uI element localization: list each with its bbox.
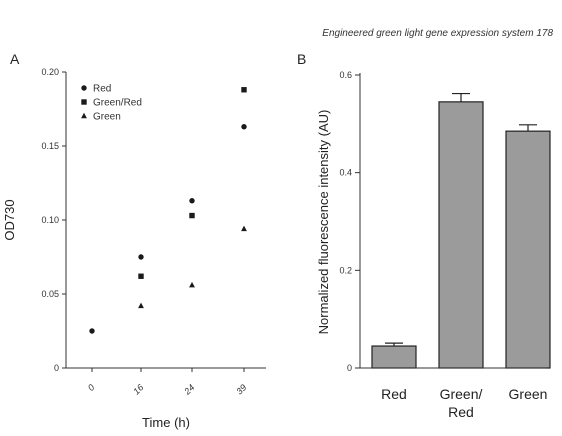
chart-b-category-label: Green/Red [440,386,483,420]
chart-a-legend-marker-green-red [81,99,87,105]
chart-a-point-green-red [241,87,247,93]
chart-a-legend-label-green: Green [93,112,121,123]
chart-a-x-tick-label: 16 [131,382,145,396]
chart-b-y-tick-label: 0.2 [339,265,352,275]
chart-b-bar [438,101,484,369]
chart-a-point-red [189,198,195,204]
chart-a-legend-label-red: Red [93,84,111,95]
chart-b-y-tick-label: 0.4 [339,168,352,178]
chart-b-bar [505,130,551,369]
chart-a-legend-label-green-red: Green/Red [93,98,142,109]
chart-a-point-green-red [138,273,144,279]
chart-b-y-tick-label: 0.6 [339,70,352,80]
chart-a-y-tick-label: 0 [54,363,59,373]
chart-a-y-tick-label: 0.15 [41,141,59,151]
chart-a-point-green [241,225,247,232]
chart-a-point-red [138,254,144,260]
chart-b-bar [371,345,417,369]
chart-b-category-label: Green [509,386,548,402]
chart-a-y-tick-label: 0.05 [41,289,59,299]
panel-a-label: A [10,51,20,67]
chart-b: B Normalized fluorescence intensity (AU)… [297,51,551,420]
chart-a-x-tick-label: 0 [86,382,97,393]
chart-b-y-tick-label: 0 [347,363,352,373]
chart-b-ylabel: Normalized fluorescence intensity (AU) [316,110,331,335]
chart-a-point-red [241,124,247,130]
chart-a-y-tick-label: 0.20 [41,67,59,77]
panel-b-label: B [297,51,306,67]
chart-a-point-green [189,281,195,288]
page-header: Engineered green light gene expression s… [322,28,553,39]
chart-a-point-red [89,328,95,334]
chart-a-y-tick-label: 0.10 [41,215,59,225]
chart-a-legend-marker-red [81,85,87,91]
chart-a-x-tick-label: 24 [182,382,197,397]
chart-a-ylabel: OD730 [2,199,17,240]
chart-a-xlabel: Time (h) [142,415,190,430]
chart-a-point-green-red [189,212,195,219]
chart-a-legend-marker-green [81,112,87,119]
chart-a-x-tick-label: 39 [234,382,248,396]
chart-a: A OD730 Time (h) 0 0.05 0.10 0.15 0.20 0 16 24 3… [2,51,266,430]
chart-b-category-label: Red [381,386,407,402]
chart-a-point-green [138,302,144,309]
